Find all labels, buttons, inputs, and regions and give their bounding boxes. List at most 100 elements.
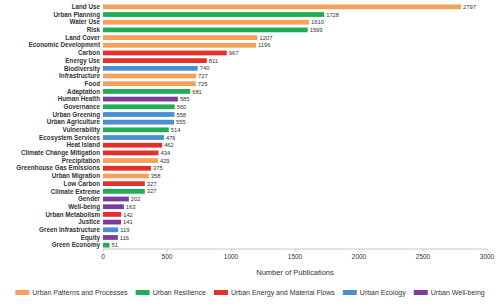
category-label: Climate Extreme bbox=[51, 188, 101, 195]
x-tick-label: 2000 bbox=[352, 253, 367, 260]
x-tick-label: 3000 bbox=[480, 253, 495, 260]
bar bbox=[103, 220, 121, 225]
x-tick bbox=[423, 249, 424, 252]
data-label: 116 bbox=[120, 235, 129, 241]
data-label: 585 bbox=[180, 96, 190, 102]
bar bbox=[103, 97, 178, 102]
x-tick bbox=[103, 249, 104, 252]
bar bbox=[103, 151, 159, 156]
legend-item: Urban Well-being bbox=[414, 289, 485, 297]
legend-item: Urban Resilience bbox=[136, 289, 206, 296]
data-label: 681 bbox=[192, 89, 202, 95]
bar bbox=[103, 143, 162, 148]
bars bbox=[103, 4, 461, 247]
data-label: 725 bbox=[198, 81, 208, 87]
legend-label: Urban Patterns and Processes bbox=[32, 289, 128, 296]
category-label: Low Carbon bbox=[64, 180, 101, 187]
legend-label: Urban Ecology bbox=[360, 289, 406, 297]
data-label: 142 bbox=[123, 212, 133, 218]
category-label: Heat Island bbox=[66, 141, 100, 148]
bar bbox=[103, 66, 198, 71]
labels: Land Use2797Urban Planning1728Water Use1… bbox=[16, 3, 476, 249]
category-label: Human Health bbox=[58, 95, 100, 102]
x-tick bbox=[359, 249, 360, 252]
x-axis-label: Number of Publications bbox=[256, 268, 334, 277]
bar bbox=[103, 74, 196, 79]
bar bbox=[103, 158, 158, 163]
data-label: 558 bbox=[176, 112, 186, 118]
bar bbox=[103, 127, 169, 132]
data-label: 429 bbox=[160, 158, 170, 164]
bar bbox=[103, 181, 145, 186]
category-label: Infrastructure bbox=[59, 72, 100, 79]
bar bbox=[103, 112, 174, 117]
bar bbox=[103, 35, 257, 40]
data-label: 462 bbox=[164, 142, 174, 148]
category-label: Urban Metabolism bbox=[45, 211, 100, 218]
bar bbox=[103, 166, 151, 171]
bar bbox=[103, 189, 145, 194]
data-label: 51 bbox=[112, 242, 118, 248]
bar bbox=[103, 212, 121, 217]
x-tick bbox=[167, 249, 168, 252]
legend-swatch bbox=[136, 290, 150, 295]
x-tick-label: 2500 bbox=[416, 253, 431, 260]
bar bbox=[103, 58, 207, 63]
data-label: 327 bbox=[147, 188, 157, 194]
bar bbox=[103, 89, 190, 94]
bar bbox=[103, 204, 124, 209]
category-label: Food bbox=[85, 80, 101, 87]
data-label: 727 bbox=[198, 73, 208, 79]
legend-label: Urban Resilience bbox=[153, 289, 206, 296]
data-label: 560 bbox=[177, 104, 187, 110]
bar bbox=[103, 43, 256, 48]
legend-item: Urban Patterns and Processes bbox=[15, 289, 128, 296]
category-label: Governance bbox=[64, 103, 101, 110]
category-label: Risk bbox=[87, 26, 101, 33]
legend-swatch bbox=[15, 290, 29, 295]
data-label: 434 bbox=[161, 150, 171, 156]
x-tick-label: 0 bbox=[101, 253, 105, 260]
data-label: 358 bbox=[151, 173, 161, 179]
bar bbox=[103, 243, 110, 248]
legend-label: Urban Energy and Material Flows bbox=[231, 289, 335, 297]
legend-swatch bbox=[414, 290, 428, 295]
data-label: 476 bbox=[166, 135, 176, 141]
x-tick bbox=[231, 249, 232, 252]
category-label: Green Economy bbox=[52, 241, 101, 249]
data-label: 327 bbox=[147, 181, 157, 187]
data-label: 1196 bbox=[258, 42, 270, 48]
data-label: 1207 bbox=[259, 35, 272, 41]
bar bbox=[103, 4, 461, 9]
data-label: 811 bbox=[209, 58, 218, 64]
legend-label: Urban Well-being bbox=[431, 289, 485, 297]
category-label: Land Cover bbox=[65, 34, 100, 41]
category-label: Greenhouse Gas Emissions bbox=[16, 164, 100, 171]
category-label: Land Use bbox=[72, 3, 101, 10]
data-label: 202 bbox=[131, 196, 141, 202]
category-label: Green Infrastructure bbox=[39, 226, 100, 233]
legend-swatch bbox=[343, 290, 357, 295]
x-tick-label: 1000 bbox=[224, 253, 239, 260]
bar bbox=[103, 12, 324, 17]
data-label: 555 bbox=[176, 119, 186, 125]
x-tick-label: 500 bbox=[162, 253, 173, 260]
data-label: 375 bbox=[153, 165, 163, 171]
category-label: Water Use bbox=[69, 18, 100, 25]
bar bbox=[103, 120, 174, 125]
data-label: 1599 bbox=[310, 27, 323, 33]
bar bbox=[103, 135, 164, 140]
x-tick bbox=[295, 249, 296, 252]
x-tick bbox=[487, 249, 488, 252]
bar bbox=[103, 227, 118, 232]
data-label: 514 bbox=[171, 127, 181, 133]
legend-item: Urban Energy and Material Flows bbox=[214, 289, 335, 297]
data-label: 1610 bbox=[311, 19, 324, 25]
bar bbox=[103, 197, 129, 202]
bar bbox=[103, 235, 118, 240]
data-label: 163 bbox=[126, 204, 136, 210]
data-label: 2797 bbox=[463, 4, 476, 10]
legend-item: Urban Ecology bbox=[343, 289, 406, 297]
x-tick-label: 1500 bbox=[288, 253, 303, 260]
bar bbox=[103, 104, 175, 109]
